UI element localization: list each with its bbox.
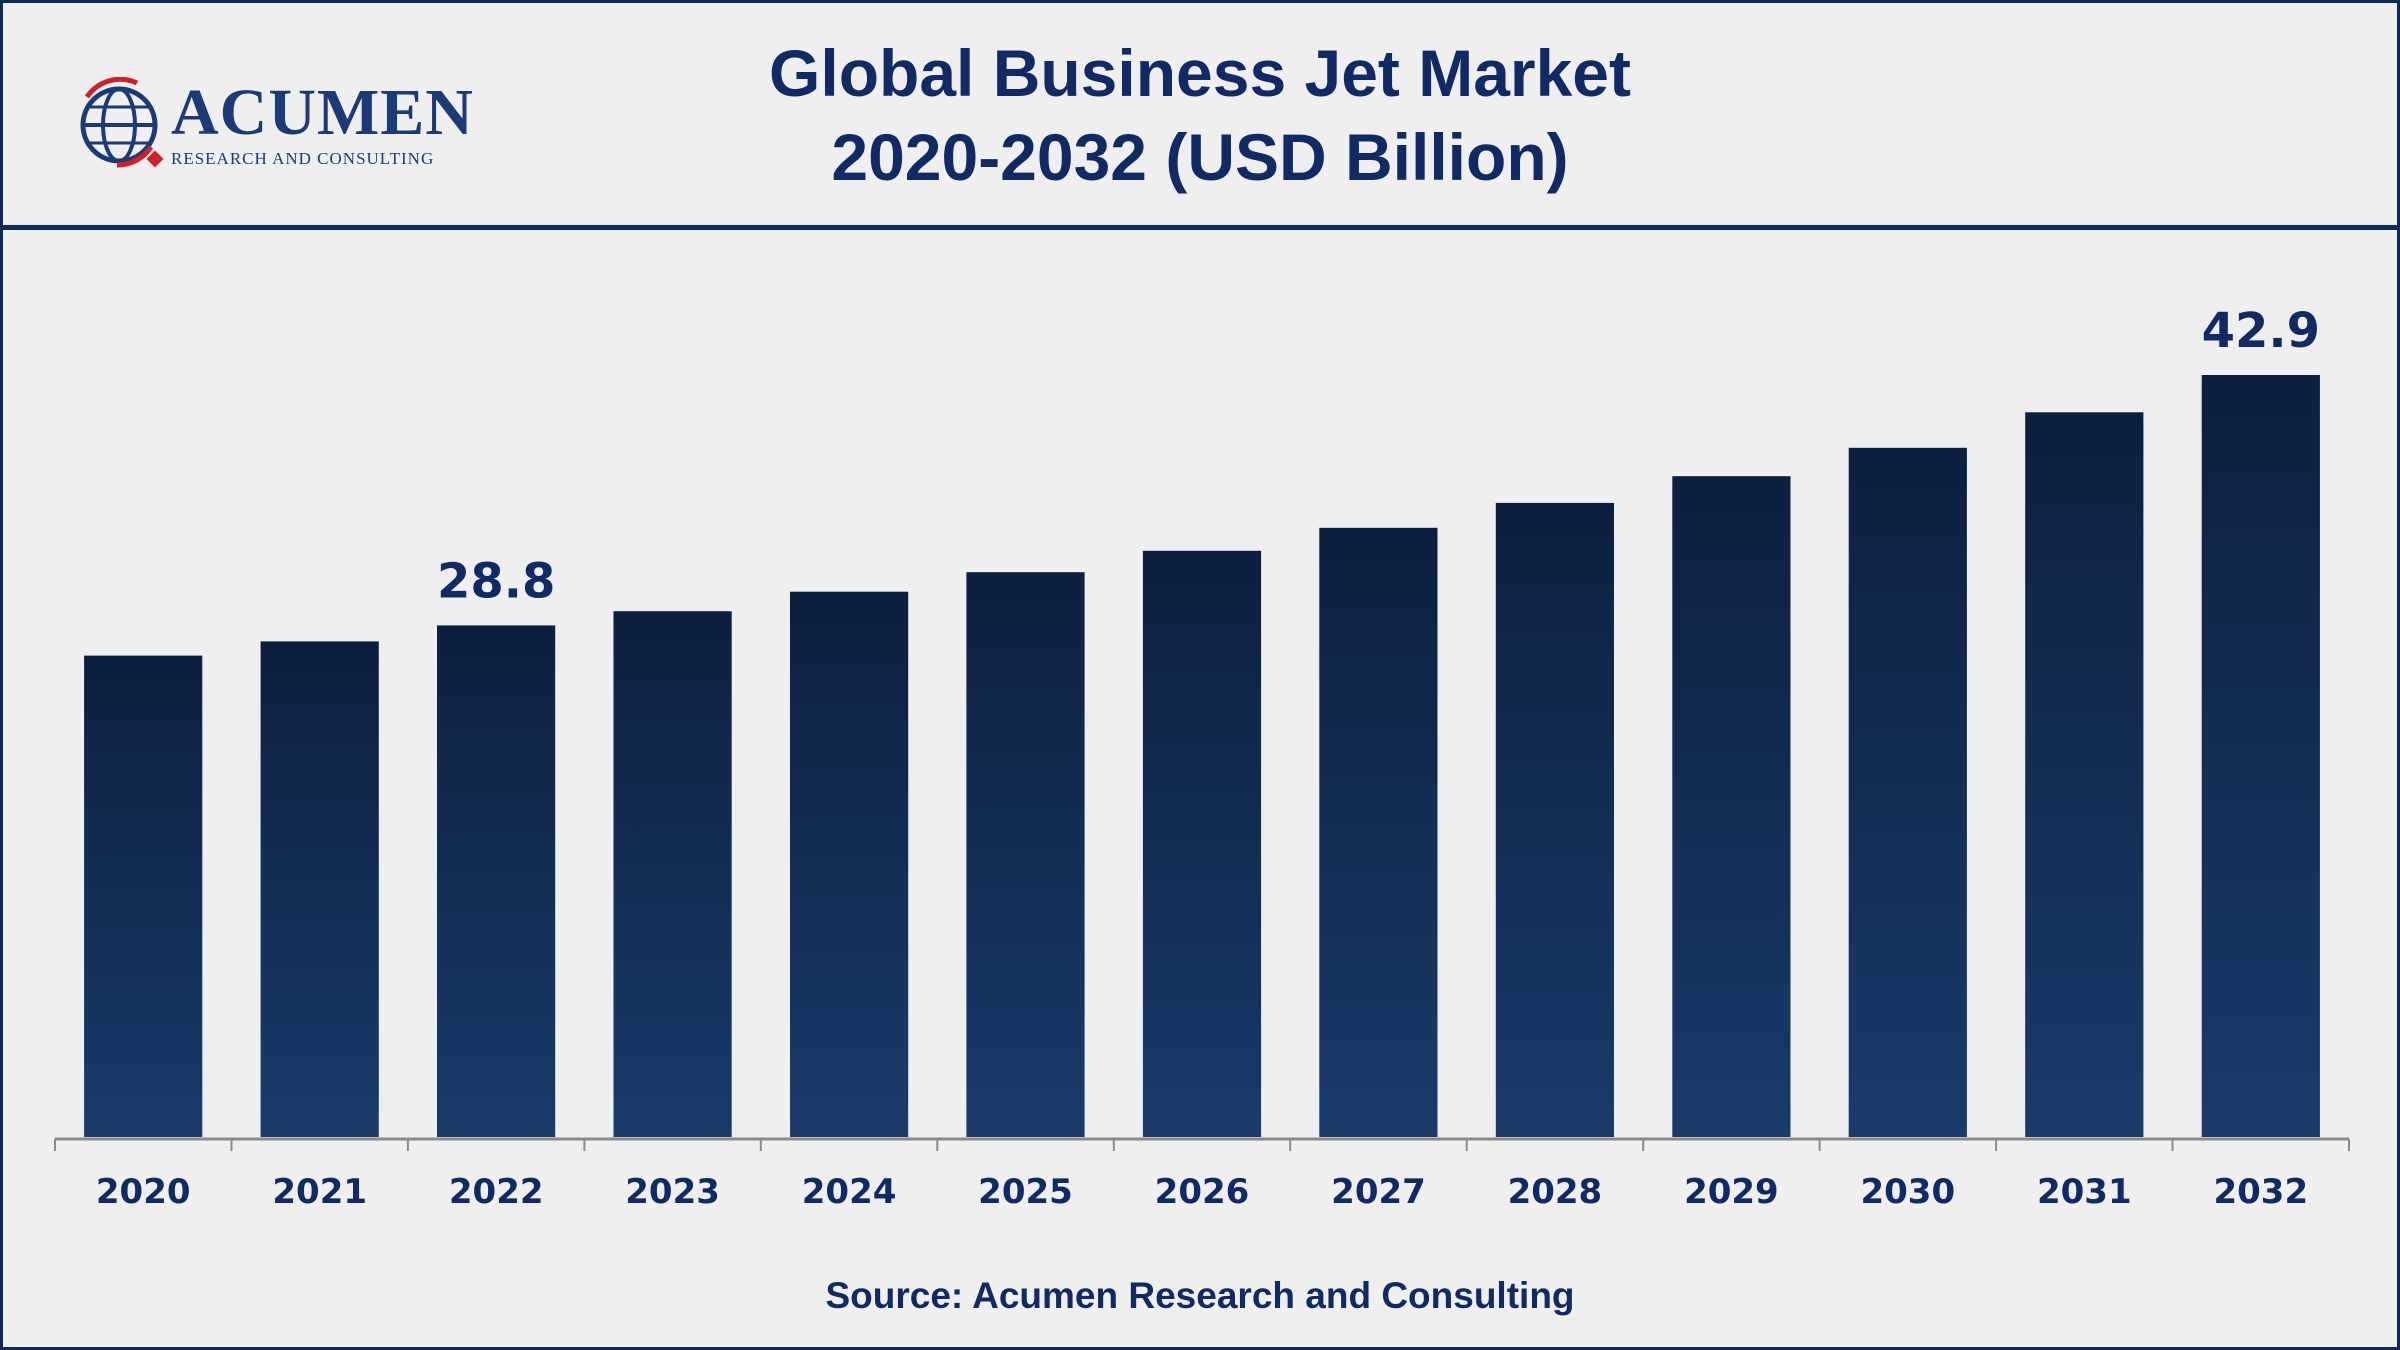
x-tick-label-2021: 2021 bbox=[272, 1172, 367, 1212]
data-label-2032: 42.9 bbox=[2202, 303, 2320, 359]
bar-2024 bbox=[790, 591, 909, 1137]
chart-title-line-2: 2020-2032 (USD Billion) bbox=[831, 120, 1569, 194]
data-label-2022: 28.8 bbox=[437, 553, 555, 609]
x-tick-label-2020: 2020 bbox=[96, 1172, 191, 1212]
x-tick-label-2025: 2025 bbox=[978, 1172, 1073, 1212]
bar-2022 bbox=[437, 625, 556, 1137]
logo-name: ACUMEN bbox=[171, 76, 474, 149]
bar-2028 bbox=[1495, 502, 1614, 1137]
header-divider bbox=[3, 225, 2397, 230]
bar-2030 bbox=[1848, 447, 1967, 1137]
x-tick-label-2027: 2027 bbox=[1331, 1172, 1426, 1212]
bar-chart: 2020 2021 2022 28.8 2023 2024 2025 2026 2027 2028… bbox=[54, 303, 2350, 1212]
logo-tagline: RESEARCH AND CONSULTING bbox=[171, 149, 435, 168]
x-tick-label-2024: 2024 bbox=[802, 1172, 897, 1212]
globe-icon bbox=[80, 76, 164, 168]
bar-2029 bbox=[1672, 476, 1791, 1137]
bar-2032 bbox=[2201, 375, 2320, 1137]
bar-2025 bbox=[966, 572, 1085, 1137]
chart-title-line-1: Global Business Jet Market bbox=[769, 36, 1631, 110]
header: ACUMEN RESEARCH AND CONSULTING Global Bu… bbox=[3, 3, 2397, 225]
x-tick-label-2031: 2031 bbox=[2037, 1172, 2132, 1212]
x-tick-label-2022: 2022 bbox=[449, 1172, 544, 1212]
bar-2027 bbox=[1319, 527, 1438, 1137]
bar-2031 bbox=[2025, 412, 2144, 1137]
company-logo: ACUMEN RESEARCH AND CONSULTING bbox=[77, 76, 473, 177]
x-tick-label-2032: 2032 bbox=[2213, 1172, 2308, 1212]
x-tick-label-2030: 2030 bbox=[1860, 1172, 1955, 1212]
chart-title: Global Business Jet Market 2020-2032 (US… bbox=[3, 31, 2397, 199]
x-tick-label-2023: 2023 bbox=[625, 1172, 720, 1212]
bar-2023 bbox=[613, 611, 732, 1137]
x-tick-label-2026: 2026 bbox=[1155, 1172, 1250, 1212]
x-tick-label-2028: 2028 bbox=[1508, 1172, 1603, 1212]
bar-2026 bbox=[1142, 550, 1262, 1137]
x-tick-label-2029: 2029 bbox=[1684, 1172, 1779, 1212]
bar-2020 bbox=[84, 655, 203, 1137]
bar-2021 bbox=[260, 641, 379, 1137]
source-note: Source: Acumen Research and Consulting bbox=[825, 1275, 1575, 1316]
